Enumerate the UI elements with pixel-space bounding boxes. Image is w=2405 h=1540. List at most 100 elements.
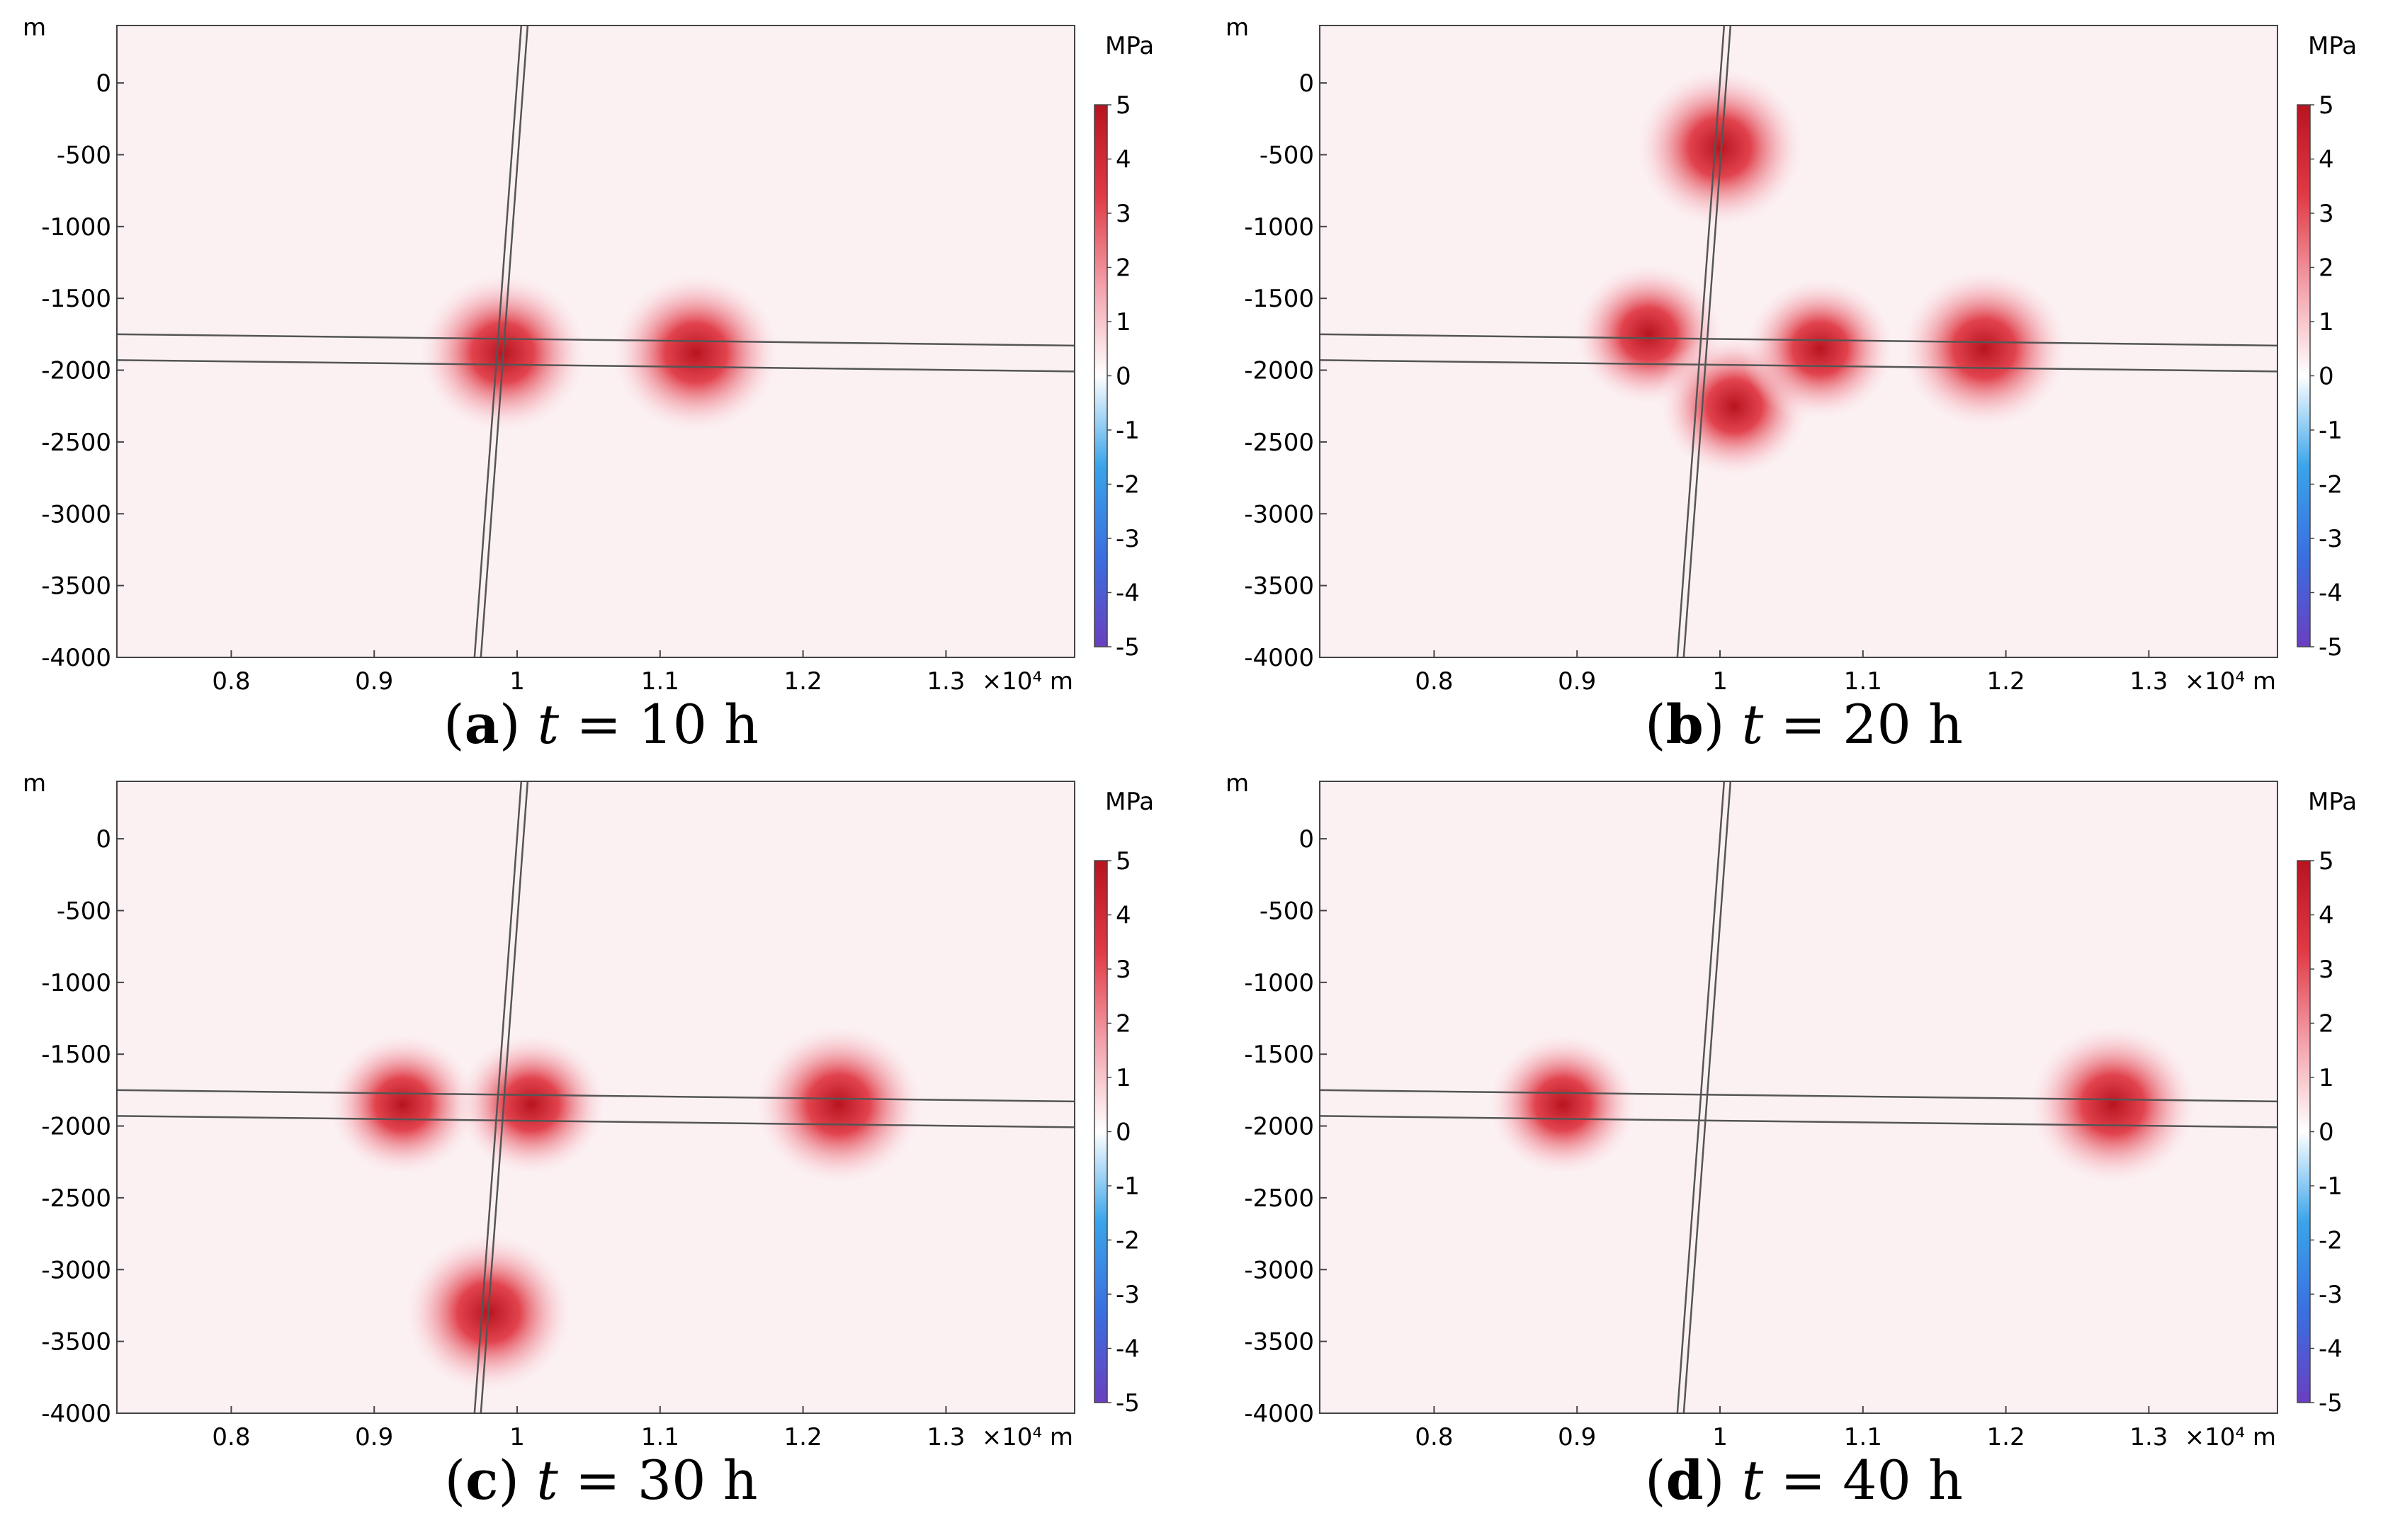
y-tick-label: -3000 [41,500,111,528]
y-tick-label: 0 [96,825,111,854]
colorbar-tick-label: 0 [1116,363,1131,391]
caption-d: (d) t = 40 h [1645,1449,1963,1512]
stress-plot-a: 0 -500 -1000 -1500 -2000 -2500 -3000 -3500 -4000… [23,13,1154,696]
colorbar-tick-label: -4 [2319,579,2343,608]
fault-line-right [1682,26,1732,657]
y-axis-unit: m [23,13,46,42]
colorbar-tick-label: 4 [1116,146,1131,174]
fracture-line-upper [117,333,1075,347]
x-tick-label: 1.1 [1844,667,1882,696]
x-tick-label: 1.3 [927,1423,965,1451]
axes-a: 0 -500 -1000 -1500 -2000 -2500 -3000 -3500 -4000… [23,13,1075,696]
y-tick-label: -3500 [41,572,111,601]
colorbar-tick-label: 3 [1116,956,1131,984]
x-tick-label: 0.9 [1558,1423,1596,1451]
stress-field-a [117,26,1075,657]
colorbar-tick-label: 2 [2319,254,2334,283]
axes-c: 0 -500 -1000 -1500 -2000 -2500 -3000 -3500 -4000… [23,769,1075,1451]
colorbar-tick-label: 2 [1116,1010,1131,1038]
y-tick-label: 0 [96,69,111,98]
x-tick-label: 1.2 [1987,667,2025,696]
y-tick-label: -1500 [41,1041,111,1069]
fracture-line-lower [1320,1115,2277,1128]
colorbar-tick-label: -5 [1116,1389,1140,1417]
x-tick-label: 1 [1712,667,1728,696]
colorbar-tick-label: -1 [2319,417,2343,445]
x-tick-label: 1.2 [784,667,822,696]
y-tick-label: -3000 [41,1256,111,1284]
fault-line-left [1676,26,1726,657]
colorbar-tick-label: 0 [2319,1119,2334,1147]
panel-d: 0 -500 -1000 -1500 -2000 -2500 -3000 -3500 -4000… [1203,756,2405,1526]
plot-frame [1319,25,2278,658]
colorbar-unit: MPa [1105,32,1154,60]
colorbar-tick-label: 2 [2319,1010,2334,1038]
y-tick-label: -500 [1260,141,1314,169]
x-tick-label: 1.2 [784,1423,822,1451]
stress-hotspot-2 [453,1029,611,1179]
x-axis-unit: ×10⁴ m [982,667,1073,696]
colorbar-tick-label: -1 [1116,1172,1140,1201]
x-tick-label: 1.3 [2129,667,2168,696]
x-tick-label: 1.1 [1844,1423,1882,1451]
fault-line-right [480,781,529,1413]
colorbar-tick-label: 5 [2319,91,2334,120]
y-tick-label: -4000 [1244,1400,1314,1428]
x-tick-label: 1.3 [927,667,965,696]
colorbar-gradient [2297,104,2311,647]
y-tick-label: -3500 [1244,572,1314,601]
fault-line-left [473,26,523,657]
colorbar-tick-label: 2 [1116,254,1131,283]
x-tick-label: 1 [509,667,525,696]
y-tick-label: -2000 [1244,1113,1314,1141]
y-tick-label: -2000 [41,357,111,385]
y-tick-label: -500 [1260,897,1314,925]
y-tick-label: -3500 [1244,1328,1314,1357]
colorbar-tick-label: -1 [2319,1172,2343,1201]
x-axis-unit: ×10⁴ m [2185,1423,2276,1451]
colorbar-tick-label: -2 [2319,1227,2343,1255]
colorbar-d: MPa 5 4 3 2 1 0 -1 -2 -3 -4 -5 [2297,788,2357,1417]
colorbar-tick-label: 5 [1116,91,1131,120]
y-tick-label: -1500 [41,285,111,313]
colorbar-tick-label: -4 [1116,579,1140,608]
fracture-line-lower [1320,359,2277,373]
y-tick-label: -3500 [41,1328,111,1357]
colorbar-unit: MPa [2308,788,2357,816]
fracture-line-lower [117,359,1075,373]
colorbar-tick-label: -4 [1116,1335,1140,1364]
colorbar-tick-label: -2 [1116,471,1140,499]
colorbar-tick-label: 4 [1116,902,1131,930]
y-tick-label: -3000 [1244,1256,1314,1284]
panel-a: 0 -500 -1000 -1500 -2000 -2500 -3000 -3500 -4000… [0,0,1202,770]
y-tick-label: -1500 [1244,1041,1314,1069]
plot-frame [116,781,1075,1414]
y-tick-label: -1000 [41,969,111,997]
fault-line-right [1682,781,1732,1413]
colorbar-unit: MPa [2308,32,2357,60]
x-tick-label: 1.2 [1987,1423,2025,1451]
y-tick-label: -500 [57,897,111,925]
y-axis-unit: m [1226,769,1249,798]
colorbar-gradient [1094,104,1108,647]
y-tick-label: -1000 [1244,969,1314,997]
stress-hotspot-3 [750,1020,928,1189]
x-tick-label: 0.9 [355,1423,393,1451]
colorbar-tick-label: 1 [1116,308,1131,336]
colorbar-tick-label: 5 [2319,847,2334,876]
y-tick-label: -1000 [1244,213,1314,242]
plot-frame [116,25,1075,658]
y-tick-label: -2500 [41,1184,111,1213]
y-tick-label: -3000 [1244,500,1314,528]
colorbar-tick-label: 0 [2319,363,2334,391]
stress-hotspot-4 [1741,273,1899,424]
colorbar-tick-label: -3 [2319,525,2343,553]
colorbar-tick-label: 3 [2319,200,2334,228]
colorbar-tick-label: 1 [1116,1064,1131,1092]
colorbar-tick-label: 3 [1116,200,1131,228]
x-tick-label: 1.1 [641,667,679,696]
x-tick-label: 0.9 [355,667,393,696]
stress-hotspot-2 [2024,1020,2202,1189]
y-tick-label: -2000 [41,1113,111,1141]
